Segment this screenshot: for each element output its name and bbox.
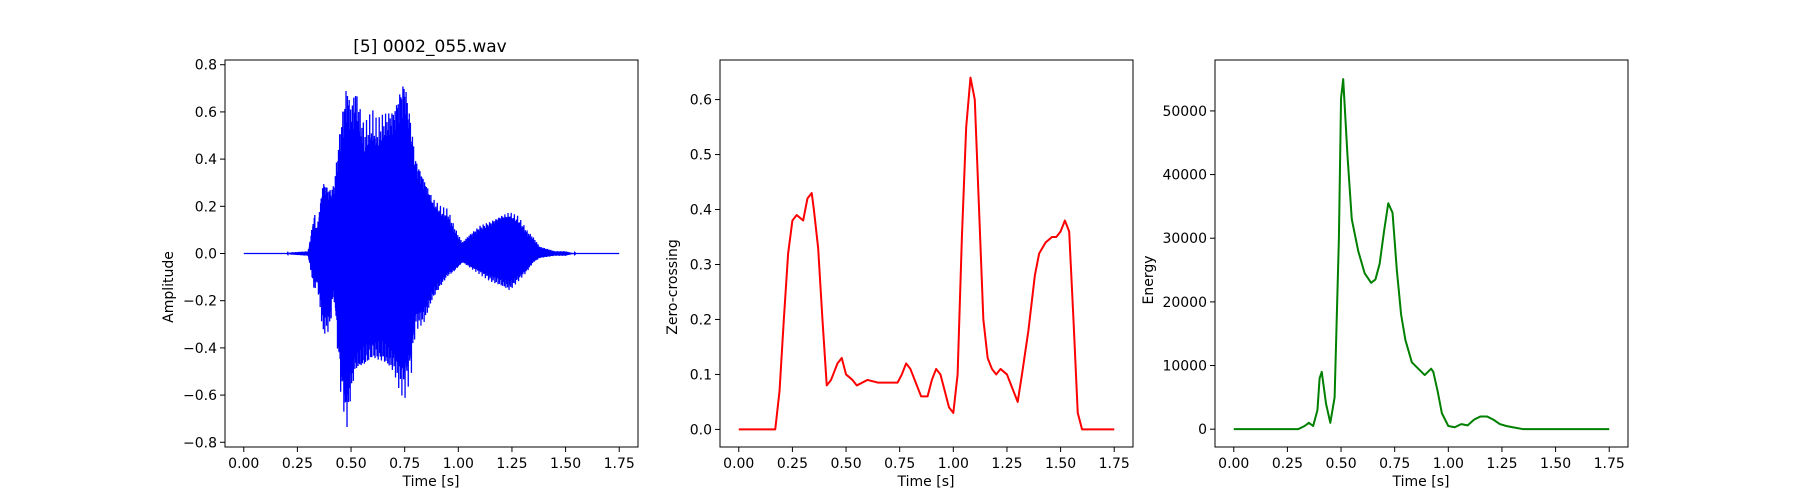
zero-crossing-y-tick-label: 0.2 <box>690 312 712 328</box>
zero-crossing-x-tick-label: 1.00 <box>938 456 969 472</box>
waveform-y-tick-label: 0.8 <box>195 58 217 74</box>
zero-crossing-y-axis-label: Zero-crossing <box>665 239 681 334</box>
energy-panel: Time [s] Energy <box>1141 255 1449 490</box>
energy-x-axis-label: Time [s] <box>1392 474 1450 490</box>
waveform-x-tick-label: 1.75 <box>604 456 635 472</box>
energy-x-tick-label: 0.75 <box>1379 456 1410 472</box>
zero-crossing-y-tick-label: 0.3 <box>690 257 712 273</box>
energy-x-tick-label: 0.50 <box>1325 456 1356 472</box>
zero-crossing-x-tick-label: 0.50 <box>830 456 861 472</box>
waveform-y-tick-label: −0.8 <box>183 435 217 451</box>
energy-y-tick-label: 10000 <box>1162 359 1207 375</box>
waveform-y-tick-label: −0.2 <box>183 294 217 310</box>
energy-series-group <box>1233 78 1610 431</box>
energy-x-tick-label: 1.25 <box>1486 456 1517 472</box>
energy-series-line <box>1233 78 1610 431</box>
waveform-y-tick-label: −0.6 <box>183 388 217 404</box>
zero-crossing-x-tick-label: 1.25 <box>991 456 1022 472</box>
energy-plot-area: 0.00 0.25 0.50 0.75 1.00 1.25 1.50 1.75 0 10000 20… <box>1162 59 1629 472</box>
waveform-x-tick-label: 1.50 <box>550 456 581 472</box>
zero-crossing-y-tick-label: 0.5 <box>690 148 712 164</box>
zero-crossing-axes-frame <box>719 59 1134 448</box>
energy-x-tick-label: 1.50 <box>1540 456 1571 472</box>
energy-y-tick-label: 30000 <box>1162 231 1207 247</box>
waveform-panel: [5] 0002_055.wav Time [s] Amplitude <box>161 37 507 490</box>
waveform-x-tick-label: 1.00 <box>443 456 474 472</box>
waveform-series-group <box>243 86 620 428</box>
waveform-x-tick-label: 0.75 <box>389 456 420 472</box>
zero-crossing-x-tick-label: 1.75 <box>1099 456 1130 472</box>
energy-y-tick-label: 50000 <box>1162 104 1207 120</box>
waveform-x-tick-label: 0.50 <box>335 456 366 472</box>
waveform-y-tick-label: 0.4 <box>195 152 217 168</box>
zero-crossing-series-line <box>738 76 1115 431</box>
energy-y-tick-label: 0 <box>1198 422 1207 438</box>
waveform-y-tick-label: 0.6 <box>195 105 217 121</box>
energy-x-tick-label: 1.75 <box>1594 456 1625 472</box>
energy-x-tick-label: 0.00 <box>1218 456 1249 472</box>
waveform-x-tick-label: 1.25 <box>496 456 527 472</box>
energy-y-axis-label: Energy <box>1141 255 1157 304</box>
waveform-series-line <box>243 86 620 428</box>
waveform-y-axis-label: Amplitude <box>161 251 177 323</box>
zero-crossing-panel: Time [s] Zero-crossing <box>665 239 954 490</box>
waveform-y-tick-label: 0.0 <box>195 247 217 263</box>
zero-crossing-series-group <box>738 76 1115 431</box>
waveform-y-tick-label: −0.4 <box>183 341 217 357</box>
zero-crossing-x-tick-label: 0.00 <box>723 456 754 472</box>
waveform-x-tick-label: 0.00 <box>228 456 259 472</box>
waveform-y-tick-label: 0.2 <box>195 199 217 215</box>
zero-crossing-x-tick-label: 0.75 <box>884 456 915 472</box>
waveform-title: [5] 0002_055.wav <box>353 37 506 57</box>
zero-crossing-x-tick-label: 1.50 <box>1045 456 1076 472</box>
zero-crossing-x-tick-label: 0.25 <box>777 456 808 472</box>
waveform-plot-area: 0.00 0.25 0.50 0.75 1.00 1.25 1.50 1.75 −0.8 −0.6… <box>183 58 639 472</box>
energy-axes-frame <box>1214 59 1629 448</box>
zero-crossing-y-tick-label: 0.1 <box>690 367 712 383</box>
zero-crossing-y-tick-label: 0.0 <box>690 422 712 438</box>
zero-crossing-y-tick-label: 0.6 <box>690 93 712 109</box>
zero-crossing-plot-area: 0.00 0.25 0.50 0.75 1.00 1.25 1.50 1.75 0.0 0.1 0.… <box>690 59 1134 472</box>
energy-x-tick-label: 0.25 <box>1272 456 1303 472</box>
zero-crossing-x-axis-label: Time [s] <box>897 474 955 490</box>
waveform-x-tick-label: 0.25 <box>282 456 313 472</box>
waveform-x-axis-label: Time [s] <box>402 474 460 490</box>
zero-crossing-y-tick-label: 0.4 <box>690 203 712 219</box>
energy-y-tick-label: 40000 <box>1162 168 1207 184</box>
energy-y-tick-label: 20000 <box>1162 295 1207 311</box>
energy-x-tick-label: 1.00 <box>1433 456 1464 472</box>
